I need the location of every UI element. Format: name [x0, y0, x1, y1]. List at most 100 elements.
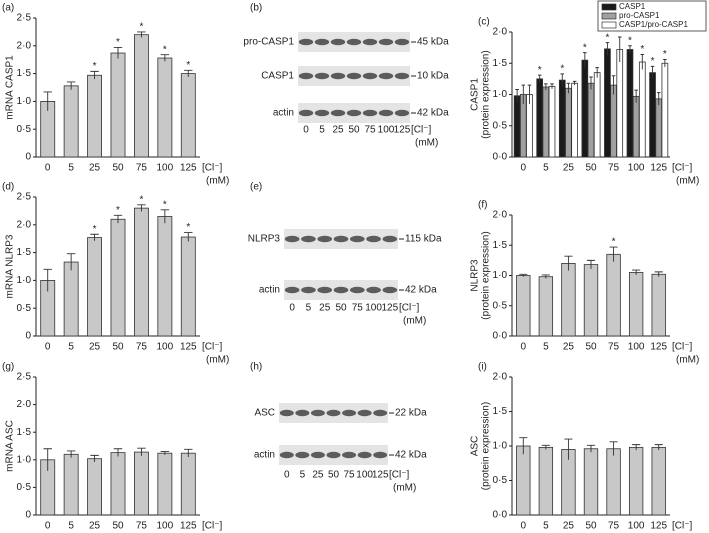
blot-band	[378, 72, 394, 80]
bar	[180, 236, 196, 337]
error-bar	[586, 259, 596, 269]
y-tick-label: 0	[25, 510, 31, 521]
error-bar	[650, 65, 655, 79]
bar	[110, 52, 126, 158]
error-bar	[541, 274, 550, 279]
error-bar	[113, 47, 123, 59]
blot-band	[310, 451, 325, 459]
bar	[638, 61, 646, 158]
error-bar	[560, 73, 565, 87]
blot-band	[394, 109, 410, 117]
lane-label: 5	[300, 470, 306, 481]
y-tick-label: 0	[25, 152, 31, 163]
x-tick-label: 0	[521, 342, 527, 353]
significance-star: *	[651, 56, 655, 67]
y-tick-label: 0·5	[493, 300, 508, 311]
blot-band	[284, 235, 300, 243]
x-tick-label: 75	[136, 342, 148, 353]
band-name: ASC	[254, 408, 275, 419]
blot-band	[362, 38, 378, 46]
band-name: actin	[259, 285, 280, 296]
blot-band	[349, 235, 365, 243]
bar	[157, 57, 173, 158]
significance-star: *	[618, 27, 622, 38]
error-bar	[160, 209, 170, 224]
x-unit: (mM)	[415, 138, 438, 149]
blot-band	[330, 109, 346, 117]
band-size: 42 kDa	[417, 108, 449, 119]
bar	[548, 85, 556, 158]
y-tick-label: 1·5	[17, 68, 32, 79]
y-tick-label: 0·0	[493, 331, 508, 342]
bar	[542, 86, 550, 158]
error-bar	[515, 89, 519, 102]
lane-label: 100	[365, 303, 382, 314]
bar	[87, 237, 102, 337]
x-unit: [Cl⁻]	[202, 163, 223, 174]
significance-star: *	[186, 222, 190, 233]
y-axis-label: mRNA CASP1	[5, 55, 16, 120]
error-bar	[90, 70, 99, 80]
blot-band	[373, 451, 388, 459]
x-tick-label: 50	[112, 342, 124, 353]
blot-band	[333, 235, 349, 243]
bar	[604, 48, 611, 158]
x-unit: (mM)	[676, 355, 699, 366]
significance-star: *	[163, 44, 167, 55]
blot-band	[366, 286, 381, 294]
y-tick-label: 0·5	[17, 482, 32, 493]
x-unit: (mM)	[206, 355, 229, 366]
blot-band	[394, 72, 410, 80]
lane-label: 50	[335, 303, 347, 314]
band-name: actin	[273, 108, 294, 119]
blot-band	[342, 451, 357, 459]
lane-label: 0	[303, 125, 309, 136]
x-tick-label: 75	[608, 521, 620, 532]
significance-star: *	[538, 65, 542, 76]
error-bar	[564, 438, 573, 460]
y-axis-label: (protein expression)	[481, 402, 492, 490]
significance-star: *	[583, 42, 587, 53]
x-tick-label: 0	[45, 342, 51, 353]
lane-label: 75	[352, 303, 364, 314]
bar	[565, 87, 572, 158]
x-tick-label: 5	[68, 163, 74, 174]
lane-label: 50	[328, 470, 340, 481]
legend-swatch	[601, 21, 617, 29]
x-unit: [Cl⁻]	[672, 521, 693, 532]
bar	[133, 451, 149, 516]
y-tick-label: 2·5	[17, 372, 32, 383]
lane-label: 125	[394, 125, 411, 136]
error-bar	[137, 447, 146, 456]
blot-band	[295, 451, 310, 459]
error-bar	[160, 54, 170, 62]
blot-band	[346, 109, 362, 117]
legend-swatch	[601, 3, 617, 11]
x-tick-label: 50	[585, 521, 597, 532]
blot-band	[378, 38, 394, 46]
blot-band	[310, 409, 325, 417]
blot-band	[346, 38, 362, 46]
panel-label: (e)	[250, 182, 262, 193]
band-size: 42 kDa	[405, 285, 437, 296]
significance-star: *	[612, 237, 616, 248]
bar	[110, 452, 126, 516]
y-axis-label: mRNA NLRP3	[5, 234, 16, 298]
x-unit: (mM)	[676, 176, 699, 187]
error-bar	[137, 204, 146, 212]
bar	[628, 446, 644, 516]
error-bar	[663, 59, 667, 67]
y-tick-label: 0·5	[493, 475, 508, 486]
y-tick-label: 1·5	[17, 427, 32, 438]
x-tick-label: 125	[180, 163, 197, 174]
error-bar	[632, 269, 641, 275]
lane-label: 0	[289, 303, 295, 314]
bar	[606, 253, 621, 337]
bar	[626, 49, 634, 158]
blot-band	[314, 38, 330, 46]
bar	[87, 74, 102, 158]
bar	[610, 84, 617, 158]
error-bar	[617, 36, 622, 62]
lane-label: 50	[348, 125, 360, 136]
legend-label: CASP1	[619, 2, 646, 11]
